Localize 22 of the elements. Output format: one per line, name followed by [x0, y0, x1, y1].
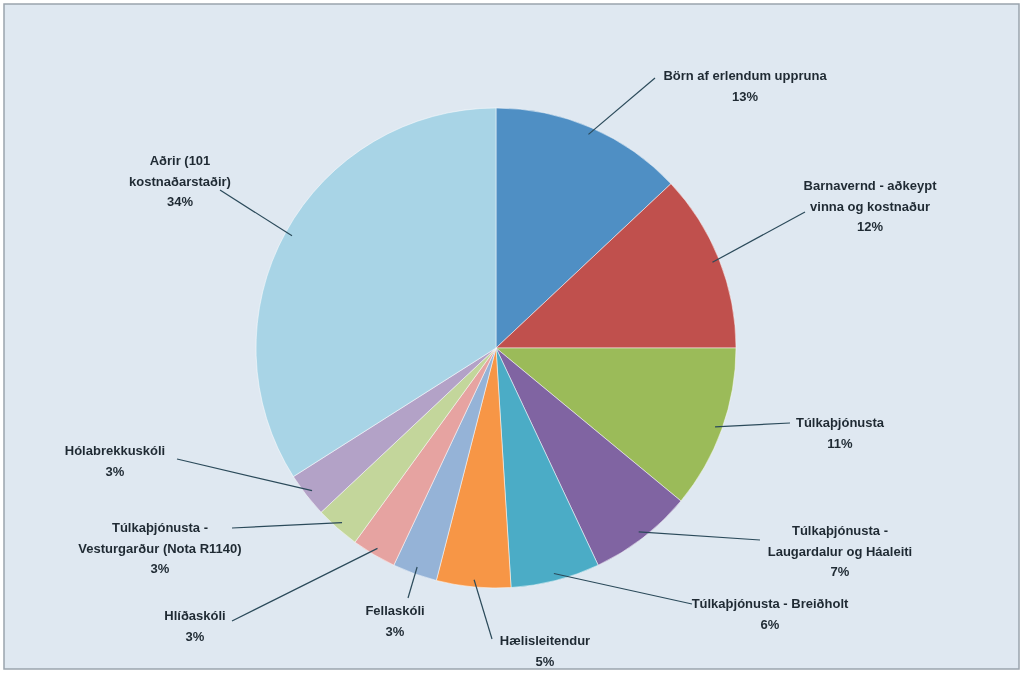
slice-label: Túlkaþjónusta - Vesturgarður (Nota R1140) [78, 520, 242, 556]
slice-label: Fellaskóli [365, 603, 425, 618]
data-label: 3% [150, 561, 170, 576]
slice-label: Túlkaþjónusta - Breiðholt [691, 596, 850, 611]
slice-label: Túlkaþjónusta [795, 415, 885, 430]
data-label: 3% [105, 463, 125, 479]
slice-label: Hólabrekkuskóli [64, 443, 166, 458]
data-label: 3% [385, 623, 405, 639]
data-label: 34% [166, 194, 194, 209]
slice-label: Hælisleitendur [499, 633, 591, 648]
data-label: 6% [760, 616, 780, 632]
data-label: 13% [731, 88, 759, 104]
data-label: 5% [535, 653, 555, 669]
slice-label: Börn af erlendum uppruna [663, 68, 828, 83]
slice-label: Hlíðaskóli [164, 608, 226, 623]
data-label: 7% [830, 564, 850, 579]
data-label: 3% [185, 628, 205, 644]
data-label: 11% [827, 435, 854, 451]
data-label: 12% [856, 219, 884, 234]
slice-label: Túlkaþjónusta - Laugardalur og Háaleiti [767, 523, 913, 559]
slice-label: Barnavernd - aðkeypt vinna og kostnaður [803, 178, 938, 214]
slice-label: Aðrir (101 kostnaðarstaðir) [129, 153, 231, 189]
